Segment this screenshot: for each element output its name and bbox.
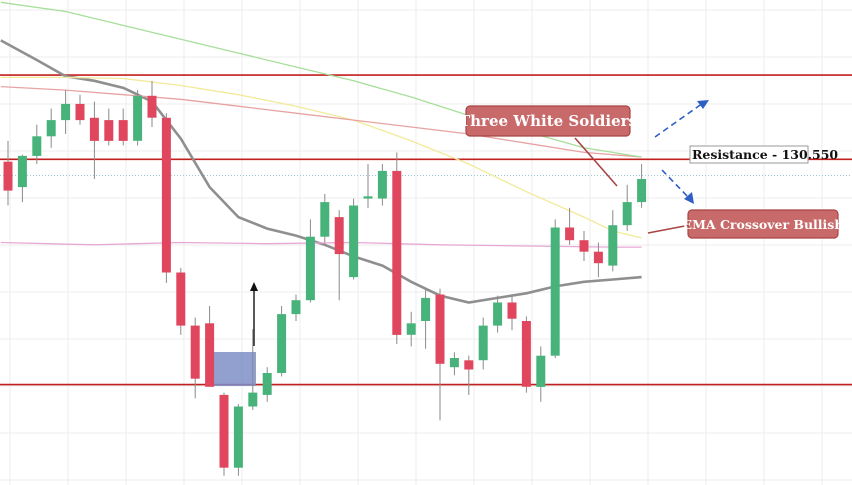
bullish-candle — [550, 227, 560, 356]
bullish-candle — [277, 314, 287, 373]
three-white-soldiers-box — [465, 105, 631, 137]
bearish-candle — [334, 217, 344, 255]
bearish-candle — [521, 321, 531, 387]
bullish-candle — [133, 95, 143, 141]
bearish-candle — [190, 325, 200, 379]
bullish-candle — [421, 297, 431, 321]
dashed-arrow-down-head — [684, 192, 694, 204]
bearish-candle — [3, 161, 13, 191]
bullish-candle — [61, 103, 71, 121]
dashed-arrow-up-head — [697, 100, 709, 109]
bearish-candle — [392, 170, 402, 335]
annotations: Three White Soldiers Resistance - 130.55… — [459, 105, 844, 239]
bearish-candle — [118, 120, 128, 141]
dashed-arrow-up — [654, 102, 704, 138]
bullish-candle — [608, 225, 618, 266]
bearish-candle — [176, 272, 186, 326]
ema-crossover-label: EMA Crossover Bullish — [683, 217, 844, 232]
highlight-box — [212, 352, 256, 386]
bearish-candle — [464, 360, 474, 370]
bullish-candle — [622, 202, 632, 226]
bullish-candle — [233, 406, 243, 468]
moving-averages — [0, 1, 642, 304]
bearish-candle — [565, 227, 575, 241]
bullish-candle — [17, 155, 27, 188]
bearish-candle — [161, 117, 171, 273]
bullish-candle — [449, 358, 459, 368]
bullish-candle — [46, 120, 56, 137]
resistance-box — [689, 145, 809, 164]
bullish-candle — [291, 300, 301, 315]
bullish-candle — [32, 136, 42, 156]
ema-pointer-line — [647, 224, 691, 234]
arrows — [250, 100, 709, 346]
up-arrow-black-head — [250, 282, 258, 291]
bearish-candle — [147, 95, 157, 118]
ema-crossover-box — [687, 209, 839, 239]
bullish-candle — [248, 392, 258, 407]
bullish-candle — [478, 325, 488, 361]
bullish-candle — [262, 373, 272, 395]
bearish-candle — [579, 240, 589, 252]
three-white-soldiers-label: Three White Soldiers — [459, 112, 637, 130]
bullish-candle — [406, 323, 416, 335]
bearish-candle — [104, 120, 114, 141]
bullish-candle — [637, 179, 647, 203]
bearish-candle — [89, 117, 99, 141]
moving-average-line — [0, 85, 642, 158]
bearish-candle — [219, 394, 229, 468]
soldiers-pointer-line — [574, 137, 618, 187]
bullish-candle — [377, 170, 387, 199]
bearish-candle — [507, 302, 517, 319]
bearish-candle — [435, 294, 445, 364]
resistance-label: Resistance - 130.550 — [692, 147, 838, 162]
bullish-candle — [305, 236, 315, 301]
bullish-candle — [349, 205, 359, 278]
bearish-candle — [205, 323, 215, 387]
bullish-candle — [493, 302, 503, 326]
bullish-candle — [363, 196, 373, 199]
bullish-candle — [320, 202, 330, 237]
bearish-candle — [593, 251, 603, 264]
bullish-candle — [536, 355, 546, 387]
bearish-candle — [75, 103, 85, 121]
moving-average-line — [0, 39, 642, 304]
candles — [3, 80, 647, 476]
dashed-arrow-down — [661, 169, 691, 200]
